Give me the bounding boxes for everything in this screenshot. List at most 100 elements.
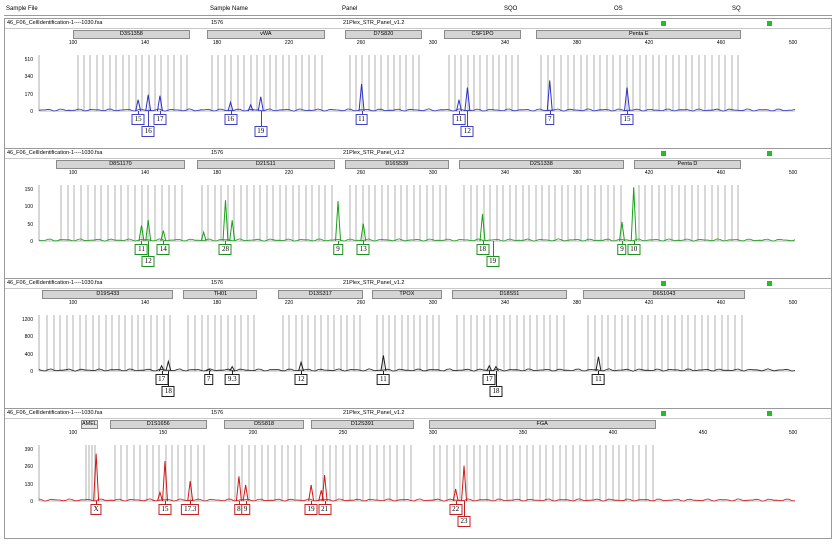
allele-call-label[interactable]: 22 xyxy=(449,504,463,515)
allele-peak[interactable] xyxy=(229,365,236,372)
allele-peak[interactable] xyxy=(156,490,163,502)
allele-peak[interactable] xyxy=(200,230,207,242)
allele-peak[interactable] xyxy=(493,365,499,372)
allele-peak[interactable] xyxy=(360,223,367,242)
allele-peak[interactable] xyxy=(546,80,553,112)
allele-peak[interactable] xyxy=(257,96,264,112)
allele-call-label[interactable]: 11 xyxy=(452,114,466,125)
allele-call-label[interactable]: 19 xyxy=(486,256,500,267)
allele-call-label[interactable]: 17 xyxy=(155,374,169,385)
allele-call-label[interactable]: 9.3 xyxy=(224,374,240,385)
allele-peak[interactable] xyxy=(464,87,471,112)
allele-call-label[interactable]: 15 xyxy=(158,504,172,515)
locus-marker-d8s1170[interactable]: D8S1170 xyxy=(55,160,186,169)
locus-marker-d12s391[interactable]: D12S391 xyxy=(311,420,414,429)
allele-call-label[interactable]: 21 xyxy=(318,504,332,515)
allele-peak[interactable] xyxy=(160,230,167,242)
allele-call-label[interactable]: 9 xyxy=(617,244,627,255)
allele-call-label[interactable]: 19 xyxy=(254,126,268,137)
allele-call-label[interactable]: 17 xyxy=(153,114,167,125)
sample-file-name[interactable]: 46_F06_CellIdentification-1----1030.fsa xyxy=(7,150,103,156)
allele-call-label[interactable]: 11 xyxy=(592,374,605,385)
locus-marker-vwa[interactable]: vWA xyxy=(207,30,325,39)
allele-peak[interactable] xyxy=(187,480,194,502)
allele-peak[interactable] xyxy=(321,474,328,502)
allele-call-label[interactable]: 13 xyxy=(356,244,370,255)
allele-call-label[interactable]: 9 xyxy=(333,244,343,255)
allele-peak[interactable] xyxy=(298,360,305,372)
allele-peak[interactable] xyxy=(630,187,637,242)
allele-call-label[interactable]: 7 xyxy=(203,374,214,385)
sample-file-name[interactable]: 46_F06_CellIdentification-1----1030.fsa xyxy=(7,280,103,286)
allele-peak[interactable] xyxy=(229,220,236,242)
allele-call-label[interactable]: 7 xyxy=(544,114,555,125)
allele-call-label[interactable]: 19 xyxy=(304,504,318,515)
locus-marker-d16s539[interactable]: D16S539 xyxy=(344,160,449,169)
allele-peak[interactable] xyxy=(145,94,152,112)
allele-peak[interactable] xyxy=(138,225,145,242)
locus-marker-fga[interactable]: FGA xyxy=(428,420,656,429)
allele-call-label[interactable]: 18 xyxy=(476,244,490,255)
allele-peak[interactable] xyxy=(618,221,625,242)
allele-call-label[interactable]: 11 xyxy=(377,374,390,385)
allele-peak[interactable] xyxy=(156,95,163,112)
allele-call-label[interactable]: 18 xyxy=(489,386,503,397)
allele-peak[interactable] xyxy=(595,356,602,372)
locus-marker-tpox[interactable]: TPOX xyxy=(371,290,443,299)
allele-peak[interactable] xyxy=(452,488,459,502)
allele-call-label[interactable]: 17 xyxy=(482,374,496,385)
allele-peak[interactable] xyxy=(456,99,462,112)
allele-call-label[interactable]: 14 xyxy=(156,244,170,255)
allele-call-label[interactable]: 10 xyxy=(627,244,641,255)
locus-marker-d18s51[interactable]: D18S51 xyxy=(452,290,567,299)
allele-call-label[interactable]: 17.3 xyxy=(181,504,200,515)
allele-call-label[interactable]: 9 xyxy=(240,504,251,515)
allele-peak[interactable] xyxy=(165,359,172,372)
allele-call-label[interactable]: X xyxy=(90,504,102,515)
allele-peak[interactable] xyxy=(162,460,168,502)
allele-call-label[interactable]: 16 xyxy=(141,126,155,137)
allele-peak[interactable] xyxy=(235,476,242,502)
allele-peak[interactable] xyxy=(308,484,315,502)
allele-peak[interactable] xyxy=(358,83,365,112)
locus-marker-d3s1358[interactable]: D3S1358 xyxy=(72,30,191,39)
locus-marker-csf1po[interactable]: CSF1PO xyxy=(443,30,522,39)
allele-call-label[interactable]: 11 xyxy=(355,114,368,125)
allele-peak[interactable] xyxy=(242,484,249,502)
allele-call-label[interactable]: 12 xyxy=(294,374,308,385)
allele-call-label[interactable]: 23 xyxy=(457,516,471,527)
allele-peak[interactable] xyxy=(461,465,468,502)
allele-call-label[interactable]: 12 xyxy=(460,126,474,137)
allele-peak[interactable] xyxy=(486,364,493,372)
allele-call-label[interactable]: 28 xyxy=(218,244,232,255)
allele-peak[interactable] xyxy=(380,355,387,372)
allele-call-label[interactable]: 15 xyxy=(131,114,145,125)
locus-marker-d1s1656[interactable]: D1S1656 xyxy=(109,420,207,429)
allele-call-label[interactable]: 16 xyxy=(224,114,238,125)
locus-marker-d5s818[interactable]: D5S818 xyxy=(223,420,305,429)
allele-peak[interactable] xyxy=(624,87,630,112)
allele-peak[interactable] xyxy=(247,103,254,112)
locus-marker-amel[interactable]: AMEL xyxy=(81,420,98,429)
allele-peak[interactable] xyxy=(335,201,342,242)
locus-marker-d2s1338[interactable]: D2S1338 xyxy=(459,160,624,169)
allele-peak[interactable] xyxy=(227,100,234,112)
locus-marker-penta-d[interactable]: Penta D xyxy=(633,160,742,169)
sample-file-name[interactable]: 46_F06_CellIdentification-1----1030.fsa xyxy=(7,410,103,416)
locus-marker-d13s317[interactable]: D13S317 xyxy=(277,290,364,299)
locus-marker-d21s11[interactable]: D21S11 xyxy=(196,160,335,169)
sample-file-name[interactable]: 46_F06_CellIdentification-1----1030.fsa xyxy=(7,20,103,26)
allele-peak[interactable] xyxy=(158,364,165,372)
allele-peak[interactable] xyxy=(93,453,100,502)
locus-marker-d7s820[interactable]: D7S820 xyxy=(344,30,423,39)
allele-call-label[interactable]: 15 xyxy=(620,114,634,125)
locus-marker-d19s433[interactable]: D19S433 xyxy=(42,290,174,299)
allele-peak[interactable] xyxy=(145,220,152,242)
allele-call-label[interactable]: 12 xyxy=(141,256,155,267)
locus-marker-d6s1043[interactable]: D6S1043 xyxy=(583,290,745,299)
allele-call-label[interactable]: 18 xyxy=(161,386,175,397)
allele-peak[interactable] xyxy=(135,99,142,112)
allele-peak[interactable] xyxy=(222,200,229,242)
allele-peak[interactable] xyxy=(479,213,486,242)
locus-marker-penta-e[interactable]: Penta E xyxy=(536,30,742,39)
